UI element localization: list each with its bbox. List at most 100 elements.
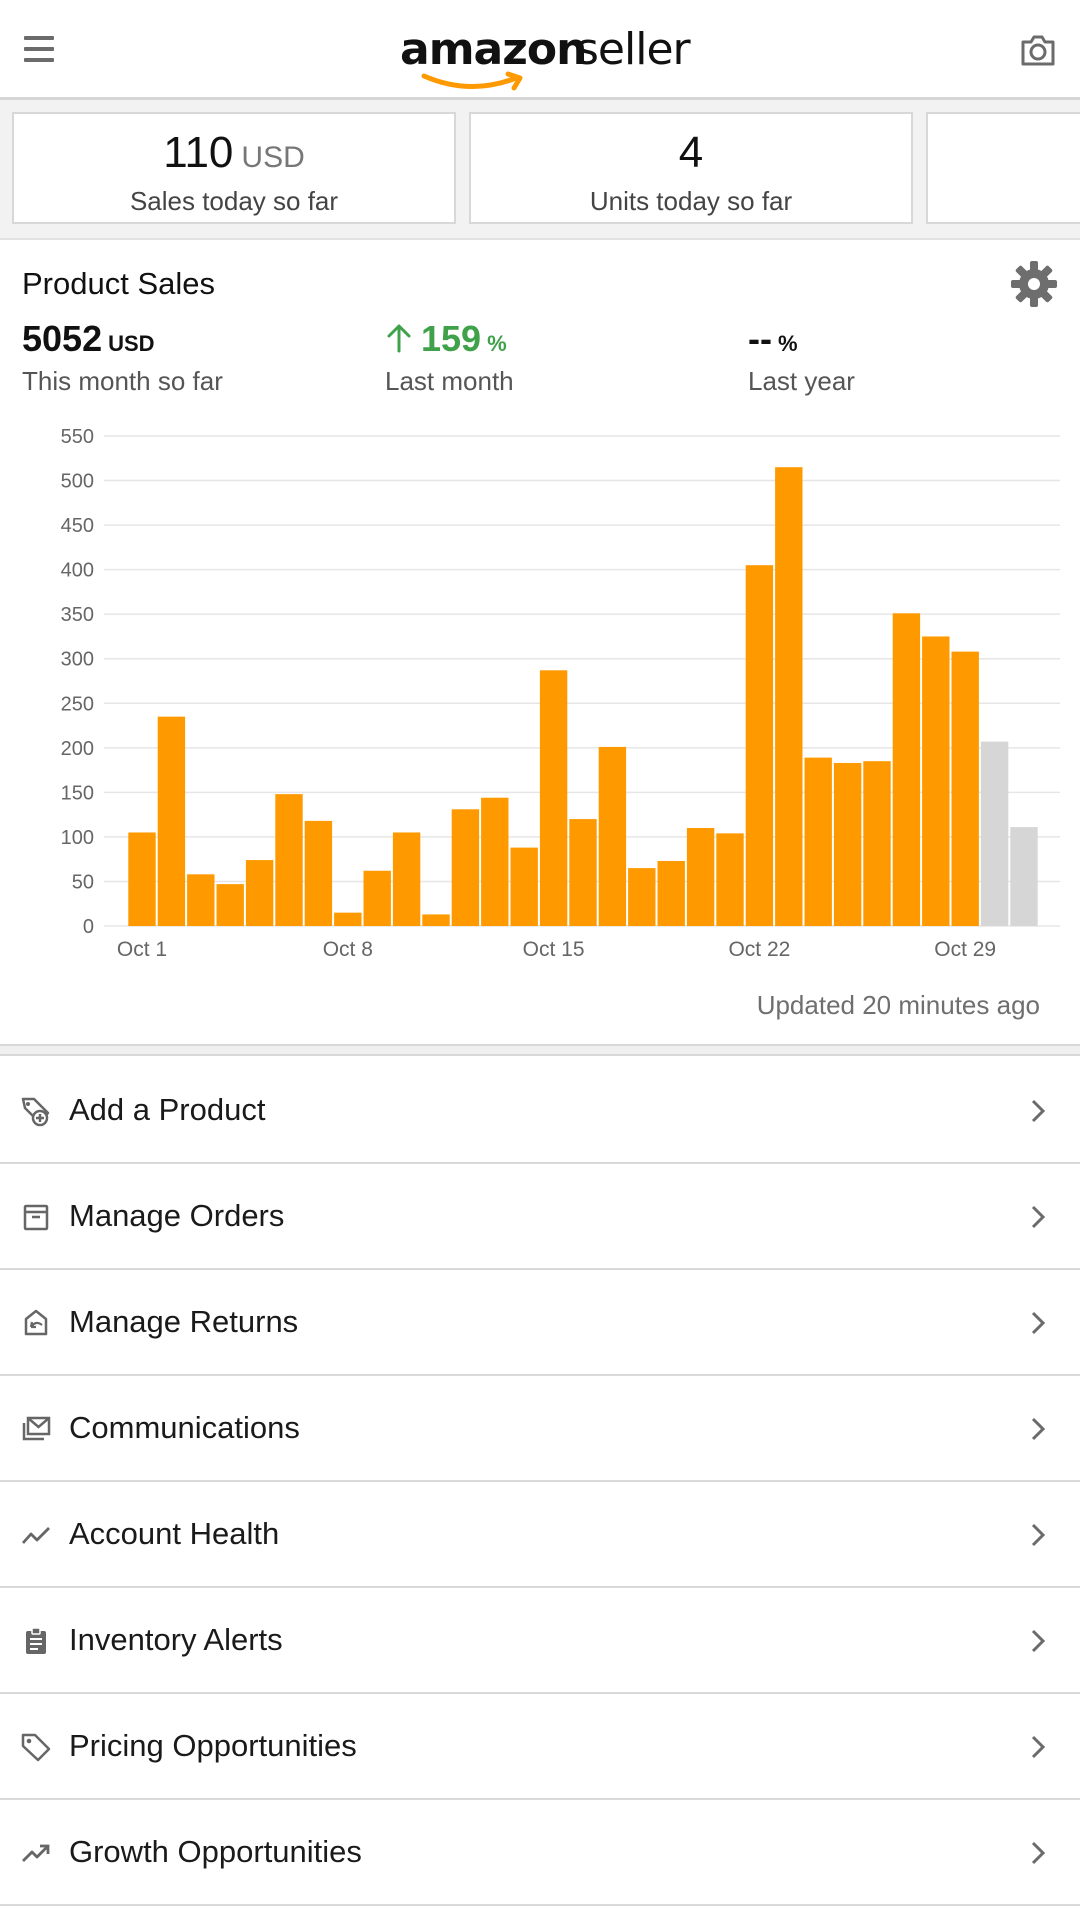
bar[interactable] xyxy=(863,761,891,926)
bar[interactable] xyxy=(922,636,950,926)
menu-item-communications[interactable]: Communications xyxy=(0,1376,1080,1482)
kpi-carousel[interactable]: 110 USD Sales today so far 4 Units today … xyxy=(0,100,1080,240)
bar[interactable] xyxy=(363,870,391,926)
last-month-value: 159 xyxy=(421,318,482,359)
bar[interactable] xyxy=(804,757,832,926)
amazon-seller-logo: amazon seller xyxy=(400,18,691,91)
y-tick-label: 250 xyxy=(61,693,94,715)
gear-icon[interactable] xyxy=(1008,258,1060,310)
price-tag-icon xyxy=(21,1733,51,1762)
y-tick-label: 500 xyxy=(61,471,94,493)
bar[interactable] xyxy=(657,860,685,926)
menu-label: Add a Product xyxy=(69,1092,266,1127)
amazon-smile-icon xyxy=(421,71,523,91)
this-month-value: 5052 xyxy=(22,318,103,359)
bar[interactable] xyxy=(833,762,862,926)
bar[interactable] xyxy=(216,884,244,926)
product-sales-title: Product Sales xyxy=(22,266,215,301)
chevron-right-icon xyxy=(1031,1311,1046,1335)
stat-last-month: 159% Last month xyxy=(385,318,514,397)
bar[interactable] xyxy=(539,670,568,926)
growth-trend-icon xyxy=(22,1844,50,1862)
x-tick-label: Oct 8 xyxy=(323,938,373,961)
section-divider xyxy=(0,1044,1080,1056)
camera-icon[interactable] xyxy=(1018,30,1058,70)
arrow-up-icon xyxy=(387,324,411,353)
bar[interactable] xyxy=(1010,827,1038,926)
bar[interactable] xyxy=(304,820,333,926)
menu-label: Manage Returns xyxy=(69,1304,299,1339)
bar[interactable] xyxy=(628,868,656,926)
y-tick-label: 200 xyxy=(61,738,94,760)
y-tick-label: 400 xyxy=(61,560,94,582)
menu-item-pricing-opportunities[interactable]: Pricing Opportunities xyxy=(0,1694,1080,1800)
stat-last-year: --% Last year xyxy=(748,318,855,397)
bar[interactable] xyxy=(598,746,627,926)
last-month-label: Last month xyxy=(385,366,514,396)
kpi-value: 110 USD xyxy=(163,128,305,177)
bar[interactable] xyxy=(128,832,156,926)
bar[interactable] xyxy=(745,565,774,926)
kpi-card-partial[interactable]: 1 Cu xyxy=(926,112,1080,224)
chevron-right-icon xyxy=(1031,1417,1046,1441)
bar[interactable] xyxy=(334,912,362,926)
y-tick-label: 0 xyxy=(83,916,94,938)
bar[interactable] xyxy=(451,809,480,926)
last-year-value: -- xyxy=(748,318,772,359)
bar[interactable] xyxy=(892,613,921,926)
bar[interactable] xyxy=(980,741,1009,926)
menu-item-manage-orders[interactable]: Manage Orders xyxy=(0,1164,1080,1270)
bar[interactable] xyxy=(422,914,450,926)
y-tick-label: 150 xyxy=(61,782,94,804)
menu-label: Communications xyxy=(69,1410,300,1445)
y-tick-label: 50 xyxy=(72,871,94,893)
chevron-right-icon xyxy=(1031,1629,1046,1653)
bar[interactable] xyxy=(392,832,421,926)
returns-icon xyxy=(24,1309,48,1336)
menu-item-add-product[interactable]: Add a Product xyxy=(0,1058,1080,1164)
menu-item-growth-opportunities[interactable]: Growth Opportunities xyxy=(0,1800,1080,1906)
hamburger-icon[interactable] xyxy=(20,32,58,68)
menu-item-inventory-alerts[interactable]: Inventory Alerts xyxy=(0,1588,1080,1694)
bar[interactable] xyxy=(569,819,597,926)
bar[interactable] xyxy=(951,651,979,926)
this-month-label: This month so far xyxy=(22,366,223,396)
bar[interactable] xyxy=(275,794,303,926)
x-tick-label: Oct 1 xyxy=(117,938,167,961)
x-tick-label: Oct 15 xyxy=(523,938,585,961)
chevron-right-icon xyxy=(1031,1735,1046,1759)
bar[interactable] xyxy=(775,467,803,926)
kpi-label: Sales today so far xyxy=(129,186,339,216)
x-tick-label: Oct 22 xyxy=(728,938,790,961)
health-trend-icon xyxy=(21,1527,50,1544)
kpi-card-sales-today[interactable]: 110 USD Sales today so far xyxy=(12,112,456,224)
chevron-right-icon xyxy=(1031,1523,1046,1547)
bar[interactable] xyxy=(510,847,538,926)
menu-item-account-health[interactable]: Account Health xyxy=(0,1482,1080,1588)
kpi-value: 4 xyxy=(678,128,704,177)
y-tick-label: 450 xyxy=(61,515,94,537)
seller-menu-list: Add a Product Manage Orders Manage Retur… xyxy=(0,1058,1080,1906)
bar[interactable] xyxy=(245,860,274,926)
y-tick-label: 350 xyxy=(61,604,94,626)
add-product-tag-icon xyxy=(21,1097,50,1127)
last-year-unit: % xyxy=(777,331,798,356)
kpi-label: Units today so far xyxy=(589,186,793,216)
menu-label: Pricing Opportunities xyxy=(69,1728,357,1763)
mail-icon xyxy=(22,1416,51,1441)
kpi-value: 1 xyxy=(928,128,1080,178)
bar[interactable] xyxy=(157,716,186,926)
last-month-unit: % xyxy=(487,331,507,356)
bar[interactable] xyxy=(187,874,215,926)
y-tick-label: 550 xyxy=(61,426,94,448)
bar[interactable] xyxy=(716,833,744,926)
bar[interactable] xyxy=(686,828,715,926)
logo-word-seller: seller xyxy=(576,24,691,75)
orders-box-icon xyxy=(23,1204,49,1231)
kpi-label: Cu xyxy=(928,186,1080,217)
app-header: amazon seller xyxy=(0,0,1080,100)
bar[interactable] xyxy=(481,797,509,926)
kpi-card-units-today[interactable]: 4 Units today so far xyxy=(469,112,913,224)
menu-item-manage-returns[interactable]: Manage Returns xyxy=(0,1270,1080,1376)
y-tick-label: 300 xyxy=(61,649,94,671)
